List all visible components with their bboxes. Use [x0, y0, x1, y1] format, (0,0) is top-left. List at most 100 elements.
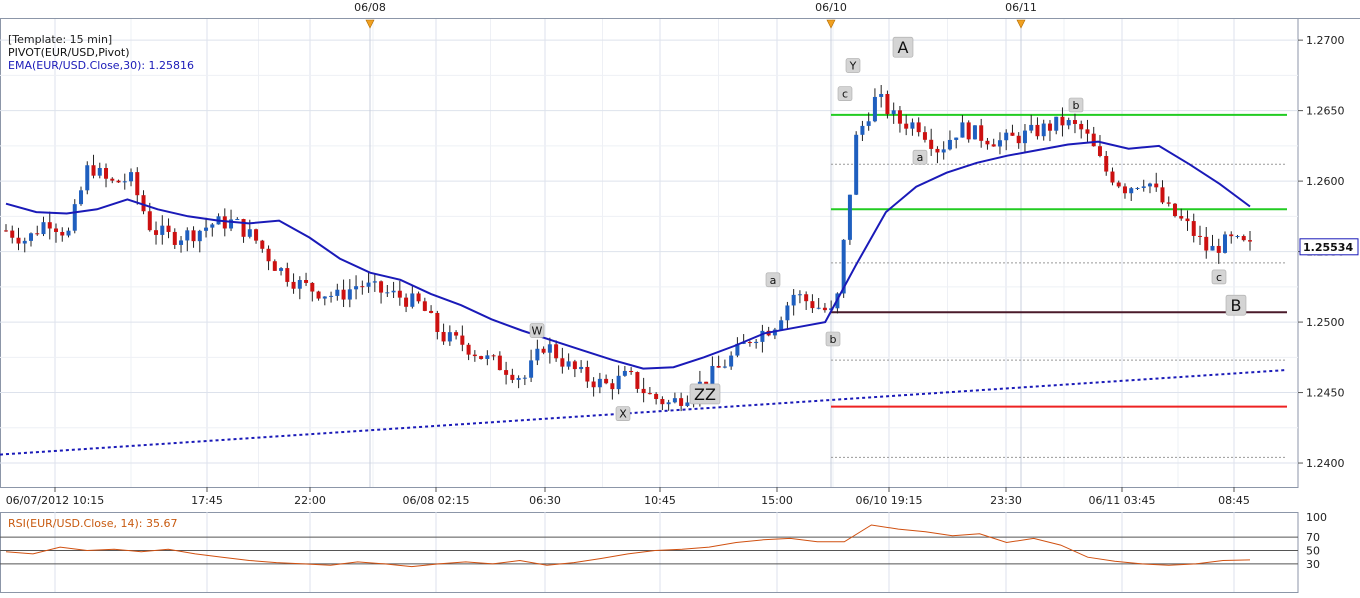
trendline — [0, 369, 1288, 456]
up-candle — [1066, 120, 1071, 126]
up-candle — [841, 239, 846, 294]
up-candle — [616, 375, 621, 390]
down-candle — [422, 301, 427, 311]
header-pivot: PIVOT(EUR/USD,Pivot) — [8, 46, 130, 59]
down-candle — [472, 354, 477, 357]
up-candle — [816, 307, 821, 309]
down-candle — [679, 398, 684, 406]
down-candle — [254, 229, 259, 241]
down-candle — [1079, 123, 1084, 130]
down-candle — [110, 178, 115, 181]
down-candle — [1097, 146, 1102, 156]
up-candle — [1235, 236, 1240, 238]
down-candle — [466, 344, 471, 355]
rsi-tick-label: 50 — [1306, 545, 1320, 558]
up-candle — [22, 240, 27, 244]
up-candle — [391, 290, 396, 293]
down-candle — [1179, 216, 1184, 219]
wave-label-box — [529, 323, 545, 338]
down-candle — [922, 132, 927, 140]
down-candle — [166, 225, 171, 232]
wave-label-text: c — [842, 88, 848, 101]
down-candle — [116, 180, 121, 183]
wave-label-box — [825, 331, 841, 347]
down-candle — [104, 168, 109, 179]
rsi-header: RSI(EUR/USD.Close, 14): 35.67 — [8, 517, 178, 530]
wave-label-box — [1211, 269, 1227, 285]
down-candle — [822, 307, 827, 311]
down-candle — [260, 240, 265, 249]
down-candle — [4, 230, 8, 232]
wave-label-box — [765, 272, 781, 288]
down-candle — [1204, 236, 1209, 251]
down-candle — [991, 144, 996, 147]
up-candle — [972, 125, 977, 140]
up-candle — [516, 377, 521, 380]
down-candle — [441, 331, 446, 342]
up-candle — [760, 330, 765, 342]
down-candle — [510, 374, 515, 380]
x-tick-label: 06/07/2012 10:15 — [6, 494, 105, 507]
date-marker-icon — [365, 19, 375, 29]
wave-label-box — [892, 36, 914, 58]
down-candle — [404, 297, 409, 307]
up-candle — [185, 230, 190, 241]
wave-label-text: b — [1073, 99, 1080, 112]
down-candle — [1154, 183, 1159, 188]
down-candle — [1104, 155, 1109, 172]
up-candle — [160, 225, 165, 235]
wave-label: B — [1225, 294, 1247, 316]
down-candle — [635, 372, 640, 389]
down-candle — [397, 290, 402, 298]
up-candle — [685, 402, 690, 406]
wave-label-box — [845, 58, 861, 73]
down-candle — [810, 301, 815, 309]
up-candle — [566, 361, 571, 367]
down-candle — [460, 335, 465, 345]
down-candle — [291, 281, 296, 289]
up-candle — [297, 280, 302, 289]
up-candle — [385, 292, 390, 294]
up-candle — [866, 121, 871, 126]
wave-label: A — [892, 36, 914, 58]
down-candle — [979, 125, 984, 141]
wave-label: a — [765, 272, 781, 288]
down-candle — [1047, 123, 1052, 131]
up-candle — [722, 366, 727, 368]
up-candle — [785, 305, 790, 321]
wave-label-text: B — [1231, 296, 1242, 315]
up-candle — [535, 348, 540, 361]
down-candle — [1166, 202, 1171, 204]
down-candle — [1072, 120, 1077, 124]
current-price-tag — [1299, 238, 1359, 256]
rsi-tick-label: 30 — [1306, 558, 1320, 571]
up-candle — [366, 282, 371, 287]
down-candle — [416, 293, 421, 302]
down-candle — [91, 165, 96, 176]
down-candle — [1060, 116, 1065, 126]
down-candle — [191, 230, 196, 242]
down-candle — [1216, 245, 1221, 253]
up-candle — [247, 229, 252, 237]
down-candle — [716, 365, 721, 368]
up-candle — [229, 219, 234, 229]
down-candle — [904, 123, 909, 129]
x-tick-label: 23:30 — [990, 494, 1022, 507]
down-candle — [1191, 221, 1196, 236]
wave-label: b — [825, 331, 841, 347]
up-candle — [1135, 187, 1140, 189]
down-candle — [554, 344, 559, 359]
x-tick-label: 15:00 — [761, 494, 793, 507]
up-candle — [1054, 116, 1059, 131]
up-candle — [372, 281, 377, 283]
up-candle — [1222, 234, 1227, 253]
header-template: [Template: 15 min] — [8, 33, 113, 46]
up-candle — [85, 165, 90, 191]
wave-label: Y — [845, 58, 861, 73]
wave-label-box — [912, 149, 928, 165]
down-candle — [379, 281, 384, 293]
down-candle — [147, 211, 152, 231]
up-candle — [335, 289, 340, 296]
down-candle — [222, 216, 227, 229]
x-tick-label: 22:00 — [294, 494, 326, 507]
